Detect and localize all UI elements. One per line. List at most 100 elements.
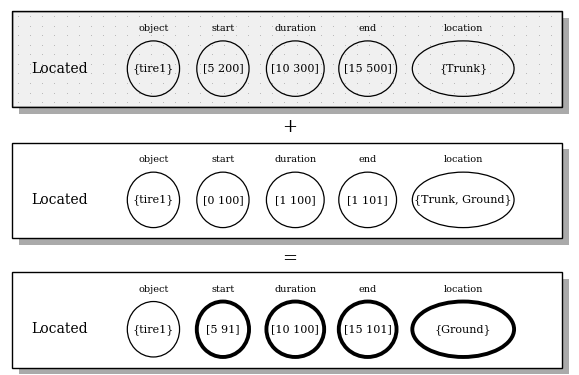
Point (510, 22, 519, 28)
Point (255, 90, 265, 96)
Point (401, 32, 410, 38)
Point (86, 22, 96, 28)
Point (13, 80, 23, 86)
Point (159, 80, 168, 86)
Point (13, 32, 23, 38)
Point (497, 90, 507, 96)
Text: Located: Located (31, 193, 87, 207)
Point (304, 99, 313, 105)
Point (485, 32, 494, 38)
Point (461, 80, 471, 86)
Point (364, 99, 373, 105)
Point (280, 61, 289, 67)
Point (340, 90, 350, 96)
Point (50, 99, 59, 105)
Point (134, 13, 144, 19)
Point (267, 99, 277, 105)
Point (534, 13, 543, 19)
Point (534, 61, 543, 67)
Point (62, 13, 71, 19)
Point (340, 42, 350, 48)
Point (255, 51, 265, 57)
Point (243, 61, 252, 67)
Point (13, 61, 23, 67)
Point (474, 42, 483, 48)
Point (171, 51, 180, 57)
Point (62, 42, 71, 48)
Point (195, 22, 204, 28)
Point (134, 99, 144, 105)
Point (146, 32, 156, 38)
Point (183, 13, 192, 19)
Point (497, 32, 507, 38)
Point (437, 90, 446, 96)
Point (376, 13, 386, 19)
Point (111, 70, 120, 76)
Point (316, 90, 325, 96)
Text: start: start (211, 285, 234, 294)
Point (38, 61, 47, 67)
Text: [0 100]: [0 100] (203, 195, 243, 205)
Point (316, 13, 325, 19)
Point (449, 22, 459, 28)
Point (437, 61, 446, 67)
Point (195, 90, 204, 96)
Point (255, 32, 265, 38)
Point (207, 51, 217, 57)
Point (62, 51, 71, 57)
Point (389, 61, 398, 67)
Point (232, 70, 241, 76)
Point (123, 32, 132, 38)
Point (219, 32, 229, 38)
Point (425, 22, 434, 28)
Point (219, 70, 229, 76)
Point (159, 51, 168, 57)
Point (159, 22, 168, 28)
Point (146, 51, 156, 57)
Point (123, 99, 132, 105)
Point (159, 99, 168, 105)
Point (413, 13, 422, 19)
Point (159, 70, 168, 76)
Point (74, 99, 83, 105)
Point (207, 80, 217, 86)
Point (474, 80, 483, 86)
Point (485, 70, 494, 76)
Text: duration: duration (274, 24, 316, 33)
Point (243, 90, 252, 96)
Point (304, 70, 313, 76)
Text: object: object (138, 155, 168, 164)
Point (232, 51, 241, 57)
Point (389, 32, 398, 38)
Point (195, 51, 204, 57)
Point (171, 13, 180, 19)
Point (243, 99, 252, 105)
Text: Located: Located (31, 62, 87, 76)
Point (522, 99, 531, 105)
Point (183, 32, 192, 38)
Point (50, 80, 59, 86)
Point (62, 99, 71, 105)
Point (316, 42, 325, 48)
Point (461, 70, 471, 76)
Point (86, 13, 96, 19)
Point (546, 99, 555, 105)
Point (376, 61, 386, 67)
Point (474, 61, 483, 67)
Point (25, 13, 35, 19)
Point (485, 22, 494, 28)
Point (510, 70, 519, 76)
Point (316, 70, 325, 76)
Point (485, 42, 494, 48)
Point (207, 99, 217, 105)
Point (534, 42, 543, 48)
Point (255, 99, 265, 105)
Point (86, 90, 96, 96)
Point (461, 99, 471, 105)
Point (522, 32, 531, 38)
Point (534, 70, 543, 76)
Point (546, 51, 555, 57)
Point (134, 80, 144, 86)
Point (376, 99, 386, 105)
Point (183, 80, 192, 86)
